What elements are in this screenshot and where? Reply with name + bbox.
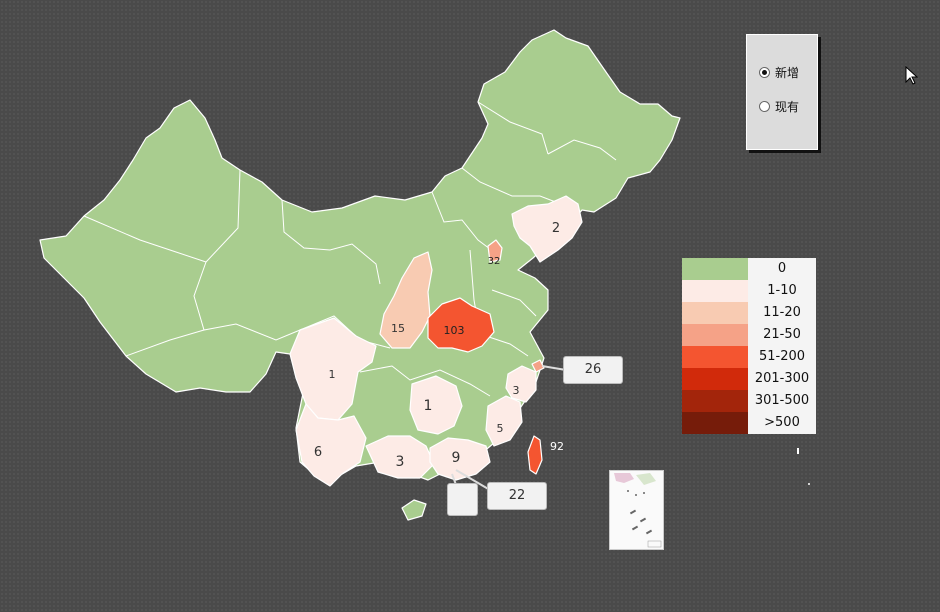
- legend-swatch: [682, 280, 748, 302]
- legend-row: 1-10: [682, 280, 816, 302]
- mouse-cursor-icon: [905, 66, 919, 85]
- legend-row: 11-20: [682, 302, 816, 324]
- legend-swatch: [682, 324, 748, 346]
- legend-swatch: [682, 368, 748, 390]
- label-zhejiang: 3: [513, 384, 520, 397]
- legend-label: 11-20: [748, 302, 816, 324]
- legend-swatch: [682, 302, 748, 324]
- legend-row: >500: [682, 412, 816, 434]
- label-beijing: 32: [488, 256, 501, 267]
- legend-label: 21-50: [748, 324, 816, 346]
- province-guangdong[interactable]: [429, 437, 491, 481]
- label-hunan: 1: [424, 398, 433, 414]
- province-zhejiang[interactable]: [505, 365, 537, 403]
- legend-swatch: [682, 390, 748, 412]
- label-liaoning: 2: [552, 221, 560, 236]
- callout-shanghai: 26: [563, 356, 623, 384]
- legend-label: 1-10: [748, 280, 816, 302]
- legend-label: 301-500: [748, 390, 816, 412]
- province-taiwan[interactable]: [527, 435, 543, 475]
- province-sichuan[interactable]: [289, 317, 377, 421]
- province-hunan[interactable]: [409, 375, 463, 435]
- province-liaoning[interactable]: [511, 195, 583, 263]
- radio-label-existing: 现有: [775, 100, 800, 114]
- radio-selected-icon[interactable]: [759, 67, 770, 78]
- province-shaanxi[interactable]: [379, 251, 433, 349]
- callout-macau: [447, 483, 478, 516]
- province-henan[interactable]: [427, 297, 495, 353]
- radio-unselected-icon[interactable]: [759, 101, 770, 112]
- radio-option-new[interactable]: 新增: [759, 64, 799, 81]
- province-beijing[interactable]: [487, 239, 503, 263]
- label-sichuan: 1: [329, 368, 336, 381]
- legend-label: 51-200: [748, 346, 816, 368]
- label-guangxi: 3: [396, 454, 405, 470]
- province-region[interactable]: [39, 29, 681, 481]
- label-yunnan: 6: [314, 445, 322, 460]
- province-yunnan[interactable]: [295, 403, 367, 487]
- legend-label: >500: [748, 412, 816, 434]
- province-fujian[interactable]: [485, 395, 523, 447]
- label-henan: 103: [444, 324, 465, 337]
- legend-swatch: [682, 346, 748, 368]
- display-mode-panel: 新增 现有: [746, 34, 818, 150]
- legend-swatch: [682, 258, 748, 280]
- province-shanghai[interactable]: [531, 359, 545, 373]
- label-guangdong: 9: [452, 450, 461, 466]
- radio-label-new: 新增: [775, 66, 800, 80]
- map-legend: 0 1-10 11-20 21-50 51-200 201-300 301-50…: [682, 258, 816, 434]
- legend-row: 301-500: [682, 390, 816, 412]
- legend-label: 0: [748, 258, 816, 280]
- legend-row: 0: [682, 258, 816, 280]
- label-fujian: 5: [497, 422, 504, 435]
- legend-row: 21-50: [682, 324, 816, 346]
- legend-row: 201-300: [682, 368, 816, 390]
- label-shaanxi: 15: [391, 322, 405, 335]
- legend-row: 51-200: [682, 346, 816, 368]
- south-china-sea-inset: [609, 470, 664, 550]
- label-taiwan: 92: [550, 440, 564, 453]
- province-hainan[interactable]: [401, 499, 427, 521]
- legend-swatch: [682, 412, 748, 434]
- callout-hongkong: 22: [487, 482, 547, 510]
- legend-label: 201-300: [748, 368, 816, 390]
- radio-option-existing[interactable]: 现有: [759, 98, 799, 115]
